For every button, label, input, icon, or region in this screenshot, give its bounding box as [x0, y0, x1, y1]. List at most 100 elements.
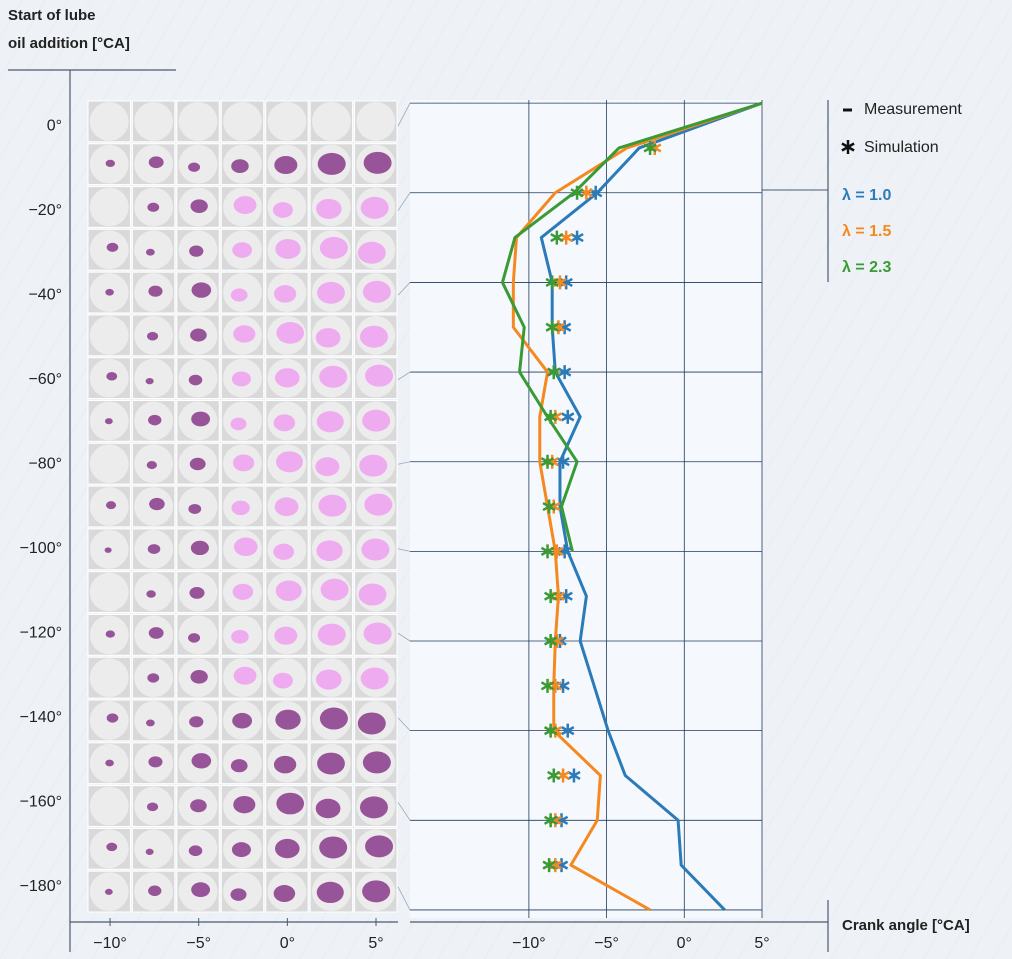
- tick-connector: [398, 282, 410, 295]
- thumbnail-blob: [365, 365, 393, 387]
- thumbnail-blob: [106, 501, 116, 509]
- thumbnail-blob: [361, 197, 389, 219]
- legend-label: Measurement: [864, 101, 962, 118]
- thumbnail-blob: [363, 751, 391, 773]
- thumbnail-blob: [276, 451, 303, 472]
- thumbnail-blob: [190, 458, 206, 470]
- thumbnail-blob: [317, 753, 345, 775]
- thumbnail-blob: [319, 836, 347, 858]
- thumbnail-blob: [189, 375, 203, 386]
- thumbnail-blob: [362, 410, 390, 432]
- thumbnail-blob: [107, 713, 119, 722]
- thumbnail-blob: [274, 885, 296, 902]
- thumbnail-blob: [232, 501, 250, 515]
- y-tick-label: −80°: [28, 455, 62, 472]
- thumbnail-blob: [105, 289, 114, 296]
- thumbnail-bore: [134, 701, 173, 740]
- thumbnail-bore: [356, 102, 395, 141]
- legend-series: λ = 1.0: [842, 187, 891, 204]
- thumbnail-blob: [274, 414, 296, 431]
- thumbnail-blob: [188, 162, 200, 171]
- thumbnail-blob: [362, 880, 390, 902]
- thumbnail-blob: [105, 760, 114, 767]
- thumbnail-blob: [364, 623, 392, 645]
- thumbnail-blob: [189, 587, 204, 599]
- thumbnail-blob: [316, 670, 342, 690]
- thumbnail-blob: [148, 286, 162, 297]
- thumbnail-blob: [146, 849, 154, 855]
- y-tick-label: −160°: [20, 794, 62, 811]
- thumbnail-blob: [232, 242, 252, 258]
- thumbnail-blob: [273, 673, 293, 689]
- thumbnail-blob: [106, 630, 115, 637]
- legend-label: Simulation: [864, 139, 939, 156]
- thumbnail-bore: [268, 102, 307, 141]
- legend-series: λ = 2.3: [842, 259, 891, 276]
- thumbnail-blob: [365, 835, 393, 857]
- thumbnail-blob: [233, 455, 254, 472]
- thumbnail-bore: [134, 230, 173, 269]
- x-tick-label: −10°: [512, 935, 546, 952]
- y-axis-title: Start of lube: [8, 7, 96, 24]
- thumbnail-blob: [321, 579, 349, 601]
- tick-connector: [398, 549, 410, 552]
- thumbnail-blob: [191, 882, 210, 897]
- thumbnail-blob: [149, 627, 164, 639]
- y-tick-label: −140°: [20, 709, 62, 726]
- y-tick-label: −20°: [28, 202, 62, 219]
- thumbnail-blob: [147, 673, 159, 682]
- x-tick-label: −5°: [594, 935, 619, 952]
- thumbnail-blob: [189, 716, 203, 727]
- thumbnail-blob: [190, 199, 207, 213]
- thumbnail-blob: [106, 160, 115, 167]
- thumbnail-bore: [90, 787, 129, 826]
- thumbnail-bore: [90, 102, 129, 141]
- thumbnail-blob: [234, 196, 257, 214]
- tick-connector: [398, 802, 410, 820]
- thumbnail-blob: [149, 156, 164, 168]
- thumbnail-blob: [232, 713, 252, 729]
- thumbnail-blob: [364, 494, 392, 516]
- thumbnail-blob: [106, 843, 117, 852]
- thumbnail-blob: [275, 839, 300, 858]
- thumbnail-bore: [90, 573, 129, 612]
- tick-connector: [398, 372, 410, 380]
- y-tick-label: −60°: [28, 371, 62, 388]
- thumbnail-blob: [316, 799, 341, 818]
- thumbnail-blob: [316, 199, 342, 219]
- thumbnail-blob: [146, 590, 156, 597]
- thumbnail-blob: [358, 712, 386, 734]
- thumbnail-bore: [179, 102, 218, 141]
- y-axis-title: oil addition [°CA]: [8, 35, 130, 52]
- thumbnail-bore: [223, 102, 262, 141]
- thumbnail-blob: [276, 793, 304, 815]
- thumbnail-blob: [361, 539, 389, 561]
- thumbnail-blob: [192, 753, 212, 768]
- thumbnail-blob: [275, 368, 300, 387]
- tick-connector: [398, 193, 410, 211]
- thumbnail-blob: [188, 504, 201, 514]
- thumbnail-blob: [274, 756, 296, 774]
- thumbnail-blob: [190, 329, 207, 342]
- y-tick-label: 0°: [47, 117, 62, 134]
- legend-series: λ = 1.5: [842, 223, 891, 240]
- thumbnail-blob: [149, 498, 165, 510]
- thumbnail-bore: [90, 188, 129, 227]
- x-tick-label: −10°: [93, 935, 127, 952]
- thumbnail-blob: [147, 203, 159, 212]
- y-tick-label: −120°: [20, 624, 62, 641]
- thumbnail-blob: [188, 633, 200, 642]
- thumbnail-blob: [364, 152, 392, 174]
- y-tick-label: −180°: [20, 878, 62, 895]
- thumbnail-blob: [276, 322, 304, 344]
- thumbnail-blob: [359, 584, 387, 606]
- thumbnail-blob: [315, 457, 339, 476]
- thumbnail-blob: [317, 882, 344, 903]
- thumbnail-bore: [134, 359, 173, 398]
- plot-area: [410, 100, 762, 918]
- thumbnail-blob: [148, 756, 162, 767]
- thumbnail-blob: [275, 710, 300, 730]
- thumbnail-blob: [189, 246, 203, 257]
- thumbnail-blob: [192, 282, 212, 297]
- thumbnail-blob: [105, 418, 113, 424]
